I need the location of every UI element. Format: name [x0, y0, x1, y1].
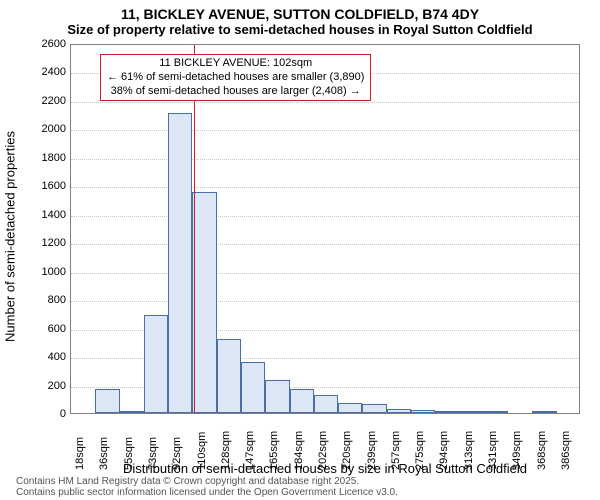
y-tick-label: 1200: [32, 237, 66, 249]
x-tick-label: 73sqm: [147, 437, 159, 470]
histogram-bar: [362, 404, 386, 413]
y-tick-label: 1400: [32, 209, 66, 221]
histogram-bar: [168, 113, 192, 413]
grid-line: [71, 102, 579, 103]
x-tick-label: 110sqm: [196, 432, 208, 470]
x-tick-label: 55sqm: [123, 437, 135, 470]
annotation-box: 11 BICKLEY AVENUE: 102sqm← 61% of semi-d…: [100, 54, 371, 101]
x-tick-label: 220sqm: [341, 431, 353, 470]
grid-line: [71, 301, 579, 302]
histogram-bar: [532, 411, 556, 413]
footer-line-1: Contains HM Land Registry data © Crown c…: [16, 476, 398, 487]
x-tick-label: 257sqm: [390, 431, 402, 470]
y-tick-label: 400: [32, 351, 66, 363]
x-tick-label: 18sqm: [74, 437, 86, 470]
y-tick-label: 2400: [32, 66, 66, 78]
x-tick-label: 128sqm: [220, 431, 232, 470]
histogram-bar: [192, 192, 216, 413]
histogram-bar: [241, 362, 265, 413]
histogram-bar: [435, 411, 459, 413]
y-tick-label: 600: [32, 323, 66, 335]
y-tick-label: 1600: [32, 180, 66, 192]
x-tick-label: 202sqm: [317, 431, 329, 470]
x-tick-label: 275sqm: [414, 431, 426, 470]
histogram-bar: [95, 389, 119, 413]
histogram-bar: [484, 411, 508, 413]
histogram-bar: [387, 409, 411, 413]
y-tick-label: 0: [32, 408, 66, 420]
x-tick-label: 239sqm: [366, 431, 378, 470]
y-tick-label: 2600: [32, 38, 66, 50]
histogram-bar: [314, 395, 338, 413]
histogram-bar: [217, 339, 241, 413]
x-tick-label: 165sqm: [268, 431, 280, 470]
y-tick-label: 2200: [32, 95, 66, 107]
chart-title-main: 11, BICKLEY AVENUE, SUTTON COLDFIELD, B7…: [0, 0, 600, 22]
y-tick-label: 2000: [32, 123, 66, 135]
x-tick-label: 349sqm: [511, 431, 523, 470]
grid-line: [71, 159, 579, 160]
grid-line: [71, 244, 579, 245]
y-tick-label: 1000: [32, 266, 66, 278]
x-tick-label: 184sqm: [293, 431, 305, 470]
x-tick-label: 294sqm: [438, 431, 450, 470]
footer-line-2: Contains public sector information licen…: [16, 487, 398, 498]
x-tick-label: 368sqm: [536, 431, 548, 470]
x-tick-label: 92sqm: [171, 437, 183, 470]
x-tick-label: 313sqm: [463, 431, 475, 470]
x-tick-label: 331sqm: [487, 431, 499, 470]
histogram-bar: [144, 315, 168, 413]
histogram-bar: [265, 380, 289, 413]
chart-footer: Contains HM Land Registry data © Crown c…: [16, 476, 398, 498]
x-tick-label: 147sqm: [244, 431, 256, 470]
annotation-line-1: 11 BICKLEY AVENUE: 102sqm: [107, 57, 364, 71]
histogram-bar: [338, 403, 362, 413]
histogram-bar: [460, 411, 484, 413]
annotation-line-3: 38% of semi-detached houses are larger (…: [107, 85, 364, 99]
x-tick-label: 36sqm: [98, 437, 110, 470]
x-tick-label: 386sqm: [560, 431, 572, 470]
grid-line: [71, 273, 579, 274]
annotation-line-2: ← 61% of semi-detached houses are smalle…: [107, 71, 364, 85]
grid-line: [71, 130, 579, 131]
y-tick-label: 800: [32, 294, 66, 306]
grid-line: [71, 187, 579, 188]
y-tick-label: 200: [32, 380, 66, 392]
histogram-bar: [411, 410, 435, 413]
histogram-bar: [290, 389, 314, 413]
y-tick-label: 1800: [32, 152, 66, 164]
chart-title-sub: Size of property relative to semi-detach…: [0, 22, 600, 41]
histogram-bar: [120, 411, 144, 413]
grid-line: [71, 216, 579, 217]
